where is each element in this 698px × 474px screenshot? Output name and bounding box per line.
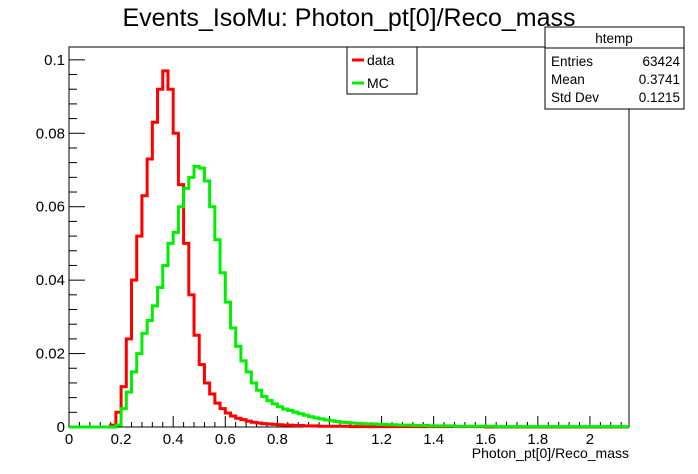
legend-box <box>346 46 418 95</box>
x-tick-label: 0.8 <box>267 431 288 448</box>
stats-entries-value: 63424 <box>642 54 680 69</box>
x-tick-label: 1.4 <box>423 431 444 448</box>
stats-entries-label: Entries <box>551 54 593 69</box>
y-tick-label: 0.04 <box>36 272 65 289</box>
x-tick-label: 0.2 <box>111 431 132 448</box>
stats-box-title: htemp <box>595 31 633 46</box>
x-tick-label: 1 <box>325 431 333 448</box>
x-tick-label: 1.6 <box>475 431 496 448</box>
y-tick-label: 0.08 <box>36 125 65 142</box>
x-tick-label: 1.2 <box>371 431 392 448</box>
legend: data MC <box>346 46 418 95</box>
y-axis: 0 0.02 0.04 0.06 0.08 0.1 <box>36 52 85 436</box>
x-tick-label: 0.4 <box>163 431 184 448</box>
y-tick-label: 0.1 <box>44 52 65 69</box>
series-layer <box>69 69 629 429</box>
x-axis-label: Photon_pt[0]/Reco_mass <box>472 445 629 461</box>
stats-mean-label: Mean <box>551 72 585 87</box>
stats-stddev-label: Std Dev <box>551 90 599 105</box>
legend-label-data: data <box>367 52 394 68</box>
x-tick-label: 0 <box>65 431 73 448</box>
y-tick-label: 0 <box>57 419 65 436</box>
series-line-mc <box>69 164 629 429</box>
stats-stddev-value: 0.1215 <box>639 90 680 105</box>
y-tick-label: 0.02 <box>36 346 65 363</box>
stats-box-frame <box>544 26 685 110</box>
x-tick-label: 1.8 <box>527 431 548 448</box>
stats-box: htemp Entries 63424 Mean 0.3741 Std Dev … <box>544 26 685 110</box>
y-tick-label: 0.06 <box>36 199 65 216</box>
legend-label-mc: MC <box>367 75 389 91</box>
x-tick-label: 2 <box>586 431 594 448</box>
x-tick-label: 0.6 <box>215 431 236 448</box>
chart-title: Events_IsoMu: Photon_pt[0]/Reco_mass <box>122 4 575 32</box>
series-line-data <box>69 69 629 429</box>
stats-mean-value: 0.3741 <box>639 72 680 87</box>
